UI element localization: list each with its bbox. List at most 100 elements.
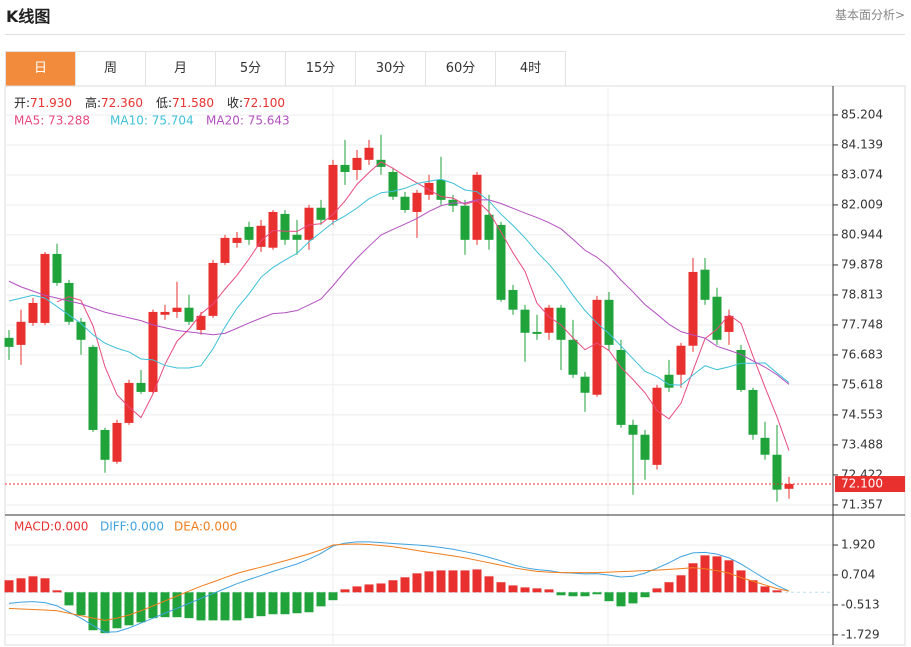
ohlc-label: 高: (85, 95, 101, 110)
candle-body (544, 307, 554, 333)
macd-bar (460, 570, 470, 593)
candle-body (244, 226, 254, 240)
ohlc-value: 71.580 (172, 96, 214, 110)
candle-body (124, 382, 134, 423)
period-tab[interactable]: 5分 (216, 52, 286, 86)
macd-bar (160, 592, 170, 618)
legend-label: DIFF:0.000 (100, 520, 164, 534)
y-tick-label: 82.009 (841, 197, 883, 211)
candle-body (748, 389, 758, 435)
legend-label: MACD:0.000 (14, 520, 88, 534)
ma-line (56, 161, 790, 451)
candle-body (292, 234, 302, 240)
candle-body (76, 321, 86, 340)
candle-body (592, 299, 602, 395)
candle-body (388, 171, 398, 197)
macd-bar (220, 592, 230, 621)
y-tick-label: 73.488 (841, 437, 883, 451)
y-tick-label: 79.878 (841, 257, 883, 271)
macd-bar (112, 592, 122, 629)
candle-body (232, 237, 242, 243)
candle-body (412, 192, 422, 212)
macd-bar (616, 592, 626, 607)
period-tab[interactable]: 30分 (356, 52, 426, 86)
candle-body (196, 315, 206, 330)
macd-bar (376, 583, 386, 593)
candle-body (4, 337, 14, 347)
macd-bar (676, 575, 686, 593)
macd-bar (364, 584, 374, 593)
macd-bar (76, 592, 86, 616)
macd-bar (484, 576, 494, 593)
y-tick-label: -1.729 (841, 627, 880, 641)
macd-bar (724, 560, 734, 593)
candle-body (148, 311, 158, 392)
header-divider (5, 34, 905, 35)
macd-bar (184, 592, 194, 619)
candle-body (688, 271, 698, 346)
y-tick-label: 71.357 (841, 497, 883, 511)
macd-bar (340, 589, 350, 593)
macd-bar (196, 592, 206, 621)
period-tab[interactable]: 15分 (286, 52, 356, 86)
candle-body (100, 429, 110, 460)
period-tab[interactable]: 60分 (426, 52, 496, 86)
period-tab[interactable]: 周 (76, 52, 146, 86)
candle-body (172, 307, 182, 312)
y-tick-label: 77.748 (841, 317, 883, 331)
macd-bar (700, 555, 710, 593)
candle-body (568, 339, 578, 375)
macd-bar (592, 592, 602, 595)
macd-bar (328, 592, 338, 601)
macd-bar (28, 576, 38, 593)
macd-bar (292, 592, 302, 614)
macd-bar (604, 592, 614, 602)
y-tick-label: 75.618 (841, 377, 883, 391)
y-tick-label: 74.553 (841, 407, 883, 421)
candle-body (760, 437, 770, 455)
legend-label: MA5: 73.288 (14, 114, 90, 128)
candle-body (400, 196, 410, 210)
candle-body (580, 376, 590, 393)
legend-label: MA20: 75.643 (206, 114, 290, 128)
candle-body (496, 224, 506, 300)
candle-body (340, 164, 350, 172)
candle-body (556, 307, 566, 340)
period-tab[interactable]: 4时 (496, 52, 566, 86)
y-tick-label: 0.704 (841, 567, 875, 581)
macd-bar (148, 592, 158, 619)
ohlc-value: 72.360 (101, 96, 143, 110)
ma-line (8, 543, 790, 621)
macd-bar (532, 588, 542, 593)
macd-bar (568, 592, 578, 597)
macd-bar (256, 592, 266, 617)
ohlc-value: 71.930 (30, 96, 72, 110)
macd-bar (40, 578, 50, 593)
candle-body (352, 157, 362, 170)
analysis-link[interactable]: 基本面分析> (834, 8, 905, 22)
legend-label: MA10: 75.704 (110, 114, 194, 128)
ohlc-info: 收:72.100 (227, 96, 285, 110)
candle-body (676, 345, 686, 375)
period-tabs: 日周月 5分 15分 30分 60分 4时 (5, 51, 566, 87)
macd-bar (4, 580, 14, 593)
y-tick-label: 1.920 (841, 538, 875, 552)
macd-bar (580, 592, 590, 597)
macd-bar (508, 585, 518, 593)
candle-body (604, 299, 614, 345)
last-price-box (835, 476, 905, 493)
macd-bar (280, 592, 290, 615)
macd-bar (316, 592, 326, 607)
macd-bar (136, 592, 146, 623)
macd-bar (52, 590, 62, 593)
candle-body (16, 321, 26, 345)
period-tab[interactable]: 月 (146, 52, 216, 86)
ma-line (8, 199, 790, 385)
macd-bar (688, 563, 698, 593)
ohlc-label: 开: (14, 96, 30, 110)
candle-body (724, 315, 734, 332)
period-tab[interactable]: 日 (6, 52, 76, 86)
ma-line (8, 541, 790, 633)
candle-body (424, 182, 434, 195)
candle-body (616, 349, 626, 425)
